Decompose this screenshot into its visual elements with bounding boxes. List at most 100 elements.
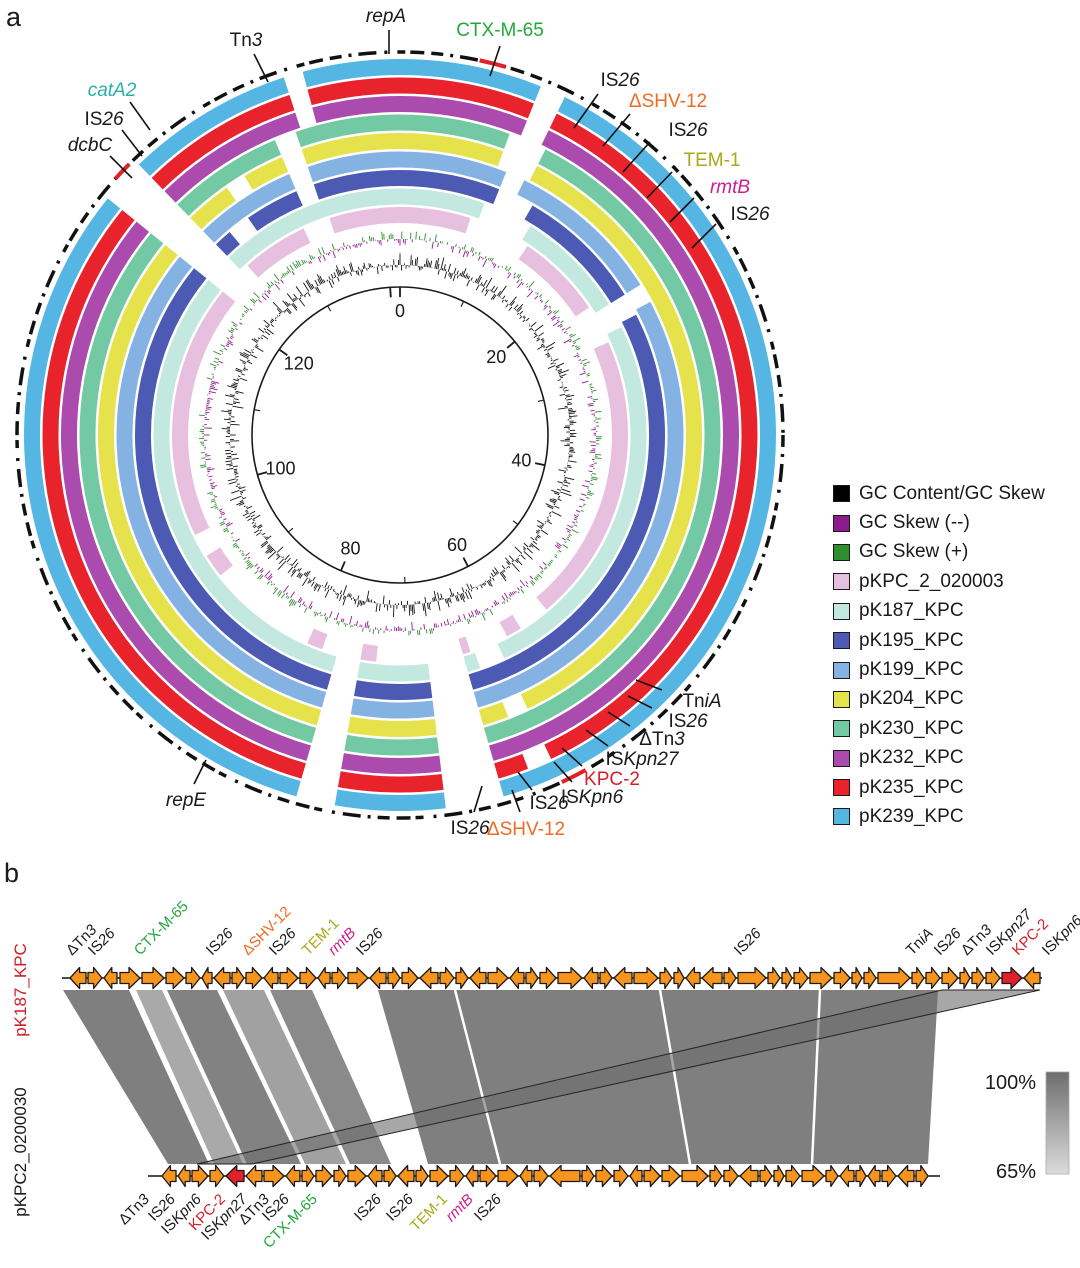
gc-content-tick xyxy=(269,321,273,324)
gc-content-tick xyxy=(424,596,427,604)
gene-arrow-kpc2 xyxy=(225,1164,245,1188)
gc-skew-tick xyxy=(337,249,339,252)
gc-content-tick xyxy=(558,469,567,472)
gc-content-tick xyxy=(568,412,576,415)
gc-skew-tick xyxy=(355,243,358,248)
gc-content-tick xyxy=(559,393,566,396)
gc-skew-tick xyxy=(337,621,340,626)
gc-content-tick xyxy=(307,579,311,584)
gc-skew-tick xyxy=(261,295,267,301)
gc-content-tick xyxy=(459,594,463,601)
gc-content-tick xyxy=(342,596,347,606)
gc-skew-tick xyxy=(320,614,322,617)
gc-skew-tick xyxy=(230,327,235,331)
legend-item: pK239_KPC xyxy=(833,802,1045,831)
gc-content-tick xyxy=(228,481,237,485)
gene-leader-line xyxy=(573,93,599,129)
gc-content-tick xyxy=(311,283,315,289)
gene-arrow xyxy=(119,966,141,990)
ring-arc xyxy=(248,191,303,232)
gc-skew-tick xyxy=(451,246,455,253)
gc-skew-tick xyxy=(446,242,449,245)
gc-skew-tick xyxy=(313,256,316,259)
gc-skew-tick xyxy=(206,401,210,403)
gene-arrow xyxy=(557,966,583,990)
gc-skew-tick xyxy=(508,272,510,275)
gene-label: dcbC xyxy=(68,135,113,156)
gc-content-tick xyxy=(545,352,550,356)
gc-skew-tick xyxy=(270,581,273,583)
gc-content-tick xyxy=(546,520,553,525)
gene-arrow xyxy=(877,966,911,990)
gc-skew-tick xyxy=(216,364,219,366)
gc-skew-tick xyxy=(463,244,467,250)
gene-arrow xyxy=(263,966,279,990)
gc-content-tick xyxy=(231,457,239,460)
gc-content-tick xyxy=(233,378,239,382)
gc-content-tick xyxy=(535,531,539,535)
gc-content-tick xyxy=(293,562,299,569)
gc-skew-tick xyxy=(317,256,321,263)
ring-arc xyxy=(518,245,590,317)
gc-content-tick xyxy=(450,273,453,280)
gc-skew-tick xyxy=(253,292,260,299)
legend-item: GC Skew (+) xyxy=(833,538,1045,567)
gc-content-tick xyxy=(247,359,250,362)
gc-skew-tick xyxy=(237,546,240,549)
gc-content-tick xyxy=(551,489,560,494)
gc-skew-tick xyxy=(431,241,434,249)
gc-skew-tick xyxy=(548,309,552,312)
gc-content-tick xyxy=(299,574,303,579)
gc-skew-tick xyxy=(554,310,560,315)
scale-label: 20 xyxy=(486,347,506,367)
red-gene-mark xyxy=(561,768,587,784)
legend-item: pK235_KPC xyxy=(833,773,1045,802)
gc-content-tick xyxy=(505,303,509,308)
gc-skew-tick xyxy=(366,620,369,629)
ring-arc xyxy=(463,652,481,672)
gc-content-tick xyxy=(456,275,459,279)
gene-label-top: TniA xyxy=(903,925,937,959)
gc-skew-tick xyxy=(364,622,367,628)
gc-skew-tick xyxy=(554,555,558,559)
gene-leader-line xyxy=(253,53,269,83)
gene-arrow xyxy=(213,966,231,990)
ring-arc xyxy=(357,661,431,682)
legend-label: pK199_KPC xyxy=(859,659,964,681)
gc-skew-tick xyxy=(214,503,217,506)
gc-skew-tick xyxy=(272,587,279,595)
gc-skew-tick xyxy=(550,559,554,562)
gc-content-tick xyxy=(315,287,319,294)
gc-content-tick xyxy=(277,560,287,570)
gc-skew-tick xyxy=(319,256,322,259)
ring-arc xyxy=(302,59,401,88)
gc-skew-tick xyxy=(491,262,494,265)
gc-content-tick xyxy=(444,271,448,279)
gene-arrow xyxy=(245,1164,263,1188)
gc-content-tick xyxy=(235,367,243,372)
gc-content-tick xyxy=(349,263,353,273)
gc-content-tick xyxy=(303,282,310,292)
gc-content-tick xyxy=(565,394,575,398)
gc-content-tick xyxy=(231,453,238,456)
gc-content-tick xyxy=(514,309,517,311)
gc-content-tick xyxy=(298,298,306,307)
gc-content-tick xyxy=(550,358,553,360)
scale-label: 0 xyxy=(395,301,405,321)
gc-content-tick xyxy=(253,519,256,522)
gene-arrow xyxy=(201,966,213,990)
gc-skew-tick xyxy=(589,451,596,454)
gc-content-tick xyxy=(422,603,425,612)
gc-skew-tick xyxy=(470,247,473,253)
gc-skew-tick xyxy=(297,260,302,267)
gc-content-tick xyxy=(513,304,519,310)
gc-skew-tick xyxy=(466,251,470,258)
gc-skew-tick xyxy=(226,522,233,527)
scale-tick xyxy=(257,471,268,476)
gene-label: ΔSHV-12 xyxy=(629,91,707,112)
gc-skew-tick xyxy=(526,290,534,298)
ring-arc xyxy=(478,701,509,726)
gc-skew-tick xyxy=(492,263,495,266)
gc-skew-tick xyxy=(557,316,560,319)
